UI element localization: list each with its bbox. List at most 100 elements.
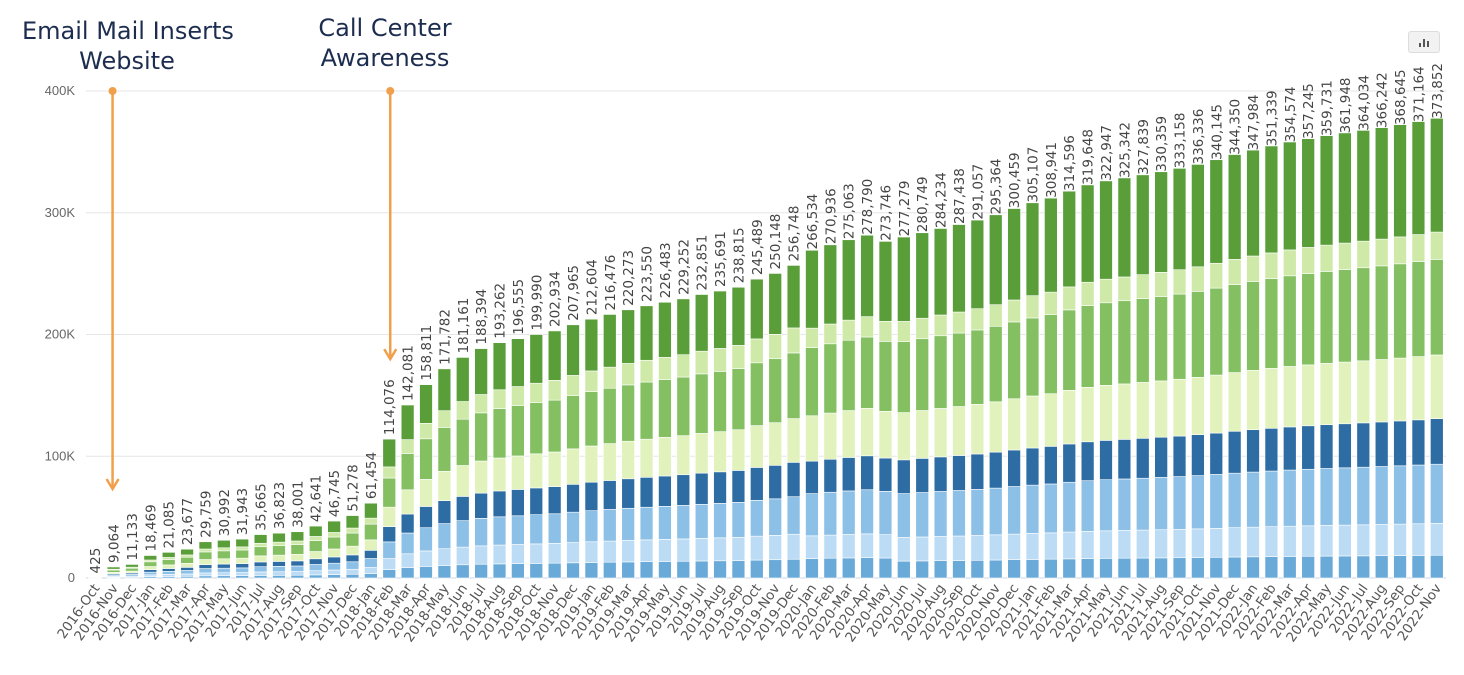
bar-segment [841,490,856,535]
bar-segment [1319,244,1334,272]
total-data-label: 361,948 [1338,78,1354,134]
bar-segment [823,412,838,460]
bar-segment [400,453,415,491]
bar-segment [492,544,507,565]
bar-segment [566,562,580,579]
bar-segment [547,451,562,487]
bar-segment [933,456,948,492]
bar-segment [1338,269,1352,363]
bar-segment [860,557,874,579]
bar-segment [290,565,305,572]
bar-segment [621,561,635,579]
bar-segment [1283,556,1297,579]
bar-segment [639,359,654,383]
bar-segment [106,566,121,570]
annotation-arrow-head [105,478,120,492]
bar-segment [768,498,782,536]
bar-segment [841,410,856,458]
bar-segment [621,384,635,442]
bar-segment [639,438,654,478]
bar-segment [1338,467,1352,526]
bar-segment [584,481,599,512]
bar-segment [180,567,194,571]
bar-segment [603,314,617,368]
bar-segment [1044,532,1058,560]
bar-segment [290,560,305,567]
bar-segment [1301,555,1315,579]
bar-segment [658,506,672,540]
bar-segment [566,395,580,450]
bar-segment [1227,259,1242,285]
bar-segment [860,336,874,409]
bar-segment [327,569,341,575]
bar-segment [492,408,507,459]
bar-segment [676,505,691,540]
bar-segment [1191,557,1205,579]
bar-segment [382,558,396,570]
bar-segment [897,537,911,562]
bar-segment [1080,558,1095,579]
bar-segment [400,439,415,454]
bar-segment [1117,276,1132,302]
bar-segment [511,489,525,517]
bar-segment [566,324,580,376]
total-data-label: 46,745 [327,470,343,517]
bar-segment [823,343,838,414]
total-data-label: 319,648 [1081,129,1097,185]
total-data-label: 9,064 [107,524,123,563]
bar-segment [952,560,966,579]
bar-segment [786,496,801,535]
bar-segment [1007,208,1021,301]
bar-segment [1430,231,1444,260]
bar-segment [1338,361,1352,425]
bar-segment [1099,558,1113,579]
bar-segment [823,458,838,493]
bar-segment [750,425,764,468]
bar-segment [694,373,709,434]
bar-segment [1044,446,1058,485]
bar-segment [1154,557,1168,579]
bar-segment [1374,466,1389,525]
bar-segment [970,219,985,309]
total-data-label: 158,811 [419,325,435,381]
bar-segment [382,526,396,543]
total-data-label: 270,936 [823,188,839,244]
bar-segment [1356,422,1371,468]
bar-segment [419,527,433,552]
bar-segment [1062,390,1076,445]
bar-segment [400,567,415,579]
bar-segment [1374,524,1389,557]
bar-segment [1264,556,1279,579]
bar-segment [694,538,709,562]
total-data-label: 229,252 [676,239,692,295]
bar-segment [841,319,856,341]
annotation-right-line2: Awareness [320,44,450,72]
bar-segment [621,478,635,509]
bar-segment [566,484,580,513]
bar-segment [1172,476,1187,530]
bar-segment [437,565,452,579]
total-data-label: 280,749 [915,176,931,232]
bar-segment [511,563,525,579]
bar-segment [1191,291,1205,378]
bar-segment [308,551,323,560]
bar-segment [713,371,727,432]
bar-segment [1117,300,1132,385]
total-data-label: 322,947 [1099,125,1115,181]
bar-segment [547,380,562,401]
bar-segment [1246,526,1260,558]
bar-segment [639,476,654,508]
total-data-label: 29,759 [198,491,214,538]
bar-segment [1062,481,1076,533]
bar-segment [217,567,231,574]
bar-segment [750,559,764,579]
bar-segment [1025,202,1040,296]
bar-segment [198,568,213,574]
chart-menu-button[interactable] [1408,31,1440,53]
bar-segment [1025,317,1040,397]
bar-segment [1080,305,1095,388]
bar-segment [860,455,874,491]
bar-segment [731,286,746,346]
bar-segment [1044,197,1058,293]
bar-segment [786,265,801,329]
